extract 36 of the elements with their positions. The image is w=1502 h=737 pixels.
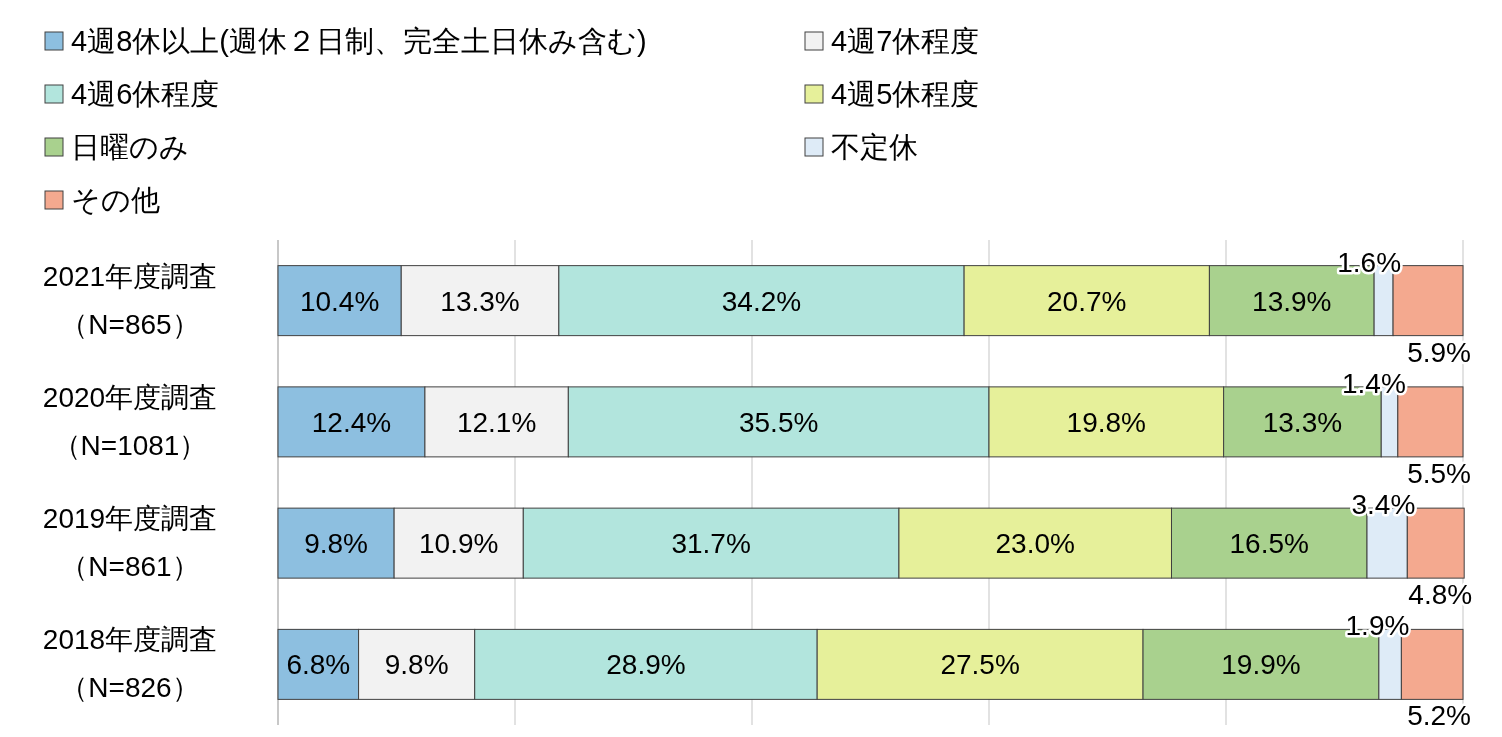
data-label: 13.9% — [1252, 285, 1332, 317]
y-tick-label: 2020年度調査（N=1081） — [42, 381, 218, 461]
legend-label: 不定休 — [831, 131, 918, 163]
y-tick-label: 2019年度調査（N=861） — [42, 503, 218, 583]
legend-label: その他 — [71, 184, 160, 216]
data-label: 34.2% — [721, 285, 802, 317]
data-label: 13.3% — [440, 285, 520, 317]
data-label: 13.3% — [1262, 406, 1343, 438]
data-label: 3.4% — [1351, 489, 1416, 521]
data-label: 16.5% — [1229, 528, 1309, 560]
y-tick-label: 2018年度調査（N=826） — [42, 624, 218, 704]
data-label: 23.0% — [995, 528, 1075, 560]
data-label: 10.9% — [419, 528, 499, 560]
data-label: 9.8% — [304, 528, 368, 560]
data-label: 6.8% — [286, 649, 351, 681]
legend-label: 4週7休程度 — [831, 25, 980, 57]
data-label: 20.7% — [1047, 285, 1127, 317]
legend-label: 日曜のみ — [71, 131, 189, 163]
data-label: 35.5% — [738, 406, 819, 438]
data-label: 28.9% — [606, 649, 686, 681]
data-label: 12.4% — [311, 406, 392, 438]
data-label: 19.8% — [1066, 406, 1147, 438]
data-label: 31.7% — [671, 528, 751, 560]
data-label: 12.1% — [456, 406, 537, 438]
data-label: 19.9% — [1221, 649, 1301, 681]
data-label: 10.4% — [299, 285, 380, 317]
data-label: 5.5% — [1407, 457, 1471, 489]
data-label: 4.8% — [1408, 579, 1473, 611]
data-label: 5.9% — [1407, 336, 1471, 368]
data-label: 5.2% — [1407, 700, 1471, 732]
data-label: 9.8% — [384, 649, 449, 681]
data-label: 27.5% — [940, 649, 1020, 681]
legend-label: 4週8休以上(週休２日制、完全土日休み含む) — [71, 25, 647, 57]
legend-label: 4週5休程度 — [831, 78, 980, 110]
y-tick-label: 2021年度調査（N=865） — [42, 260, 218, 340]
legend-label: 4週6休程度 — [71, 78, 220, 110]
